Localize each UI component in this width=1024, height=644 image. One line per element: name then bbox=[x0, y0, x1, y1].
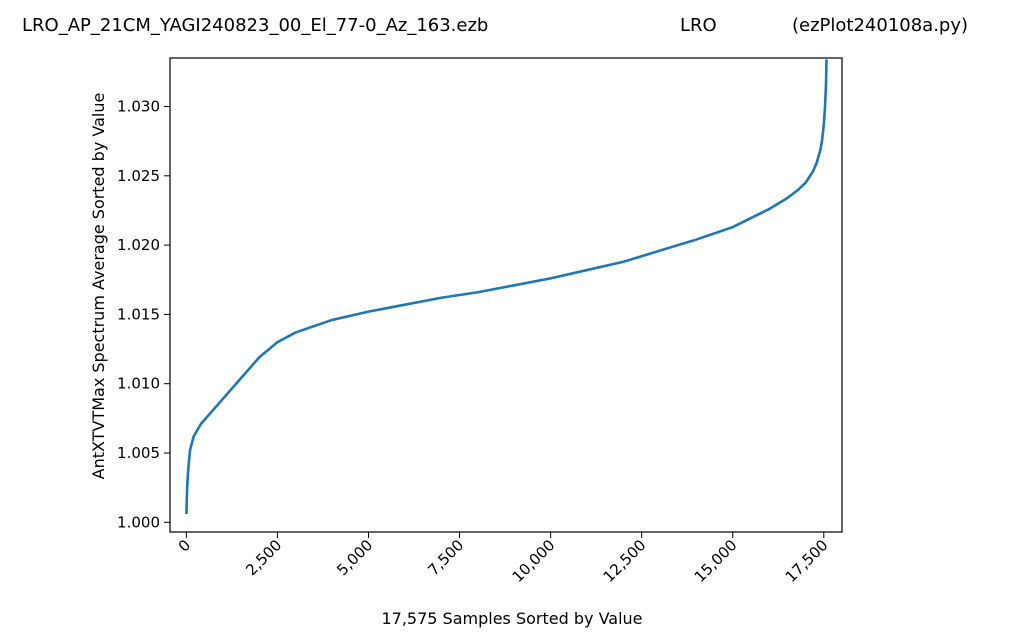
y-tick-label: 1.010 bbox=[117, 375, 160, 393]
x-tick-label: 10,000 bbox=[509, 536, 559, 586]
y-tick-label: 1.025 bbox=[117, 167, 160, 185]
y-tick-label: 1.030 bbox=[117, 98, 160, 116]
y-tick-label: 1.000 bbox=[117, 513, 160, 531]
chart-title: LRO_AP_21CM_YAGI240823_00_El_77-0_Az_163… bbox=[22, 15, 968, 36]
chart-title-filename: LRO_AP_21CM_YAGI240823_00_El_77-0_Az_163… bbox=[22, 15, 488, 36]
x-tick-label: 17,500 bbox=[782, 536, 832, 586]
chart-title-station: LRO bbox=[680, 15, 717, 36]
y-axis-ticks: 1.000 1.005 1.010 1.015 1.020 1.025 1.030 bbox=[117, 98, 170, 531]
y-tick-label: 1.005 bbox=[117, 444, 160, 462]
x-tick-label: 5,000 bbox=[333, 536, 376, 579]
x-tick-label: 0 bbox=[175, 536, 194, 555]
x-tick-label: 2,500 bbox=[242, 536, 285, 579]
chart-title-script: (ezPlot240108a.py) bbox=[792, 15, 968, 36]
series-line bbox=[185, 59, 828, 515]
x-axis-label: 17,575 Samples Sorted by Value bbox=[381, 609, 642, 628]
y-tick-label: 1.020 bbox=[117, 236, 160, 254]
plot-frame bbox=[169, 57, 843, 533]
x-tick-label: 7,500 bbox=[424, 536, 467, 579]
series-layer bbox=[185, 59, 828, 515]
y-tick-label: 1.015 bbox=[117, 305, 160, 323]
x-tick-label: 15,000 bbox=[691, 536, 741, 586]
y-axis-label: AntXTVTMax Spectrum Average Sorted by Va… bbox=[89, 93, 108, 480]
x-axis-ticks: 0 2,500 5,000 7,500 10,000 12,500 15,000 17,500 bbox=[175, 532, 832, 586]
x-tick-label: 12,500 bbox=[600, 536, 650, 586]
